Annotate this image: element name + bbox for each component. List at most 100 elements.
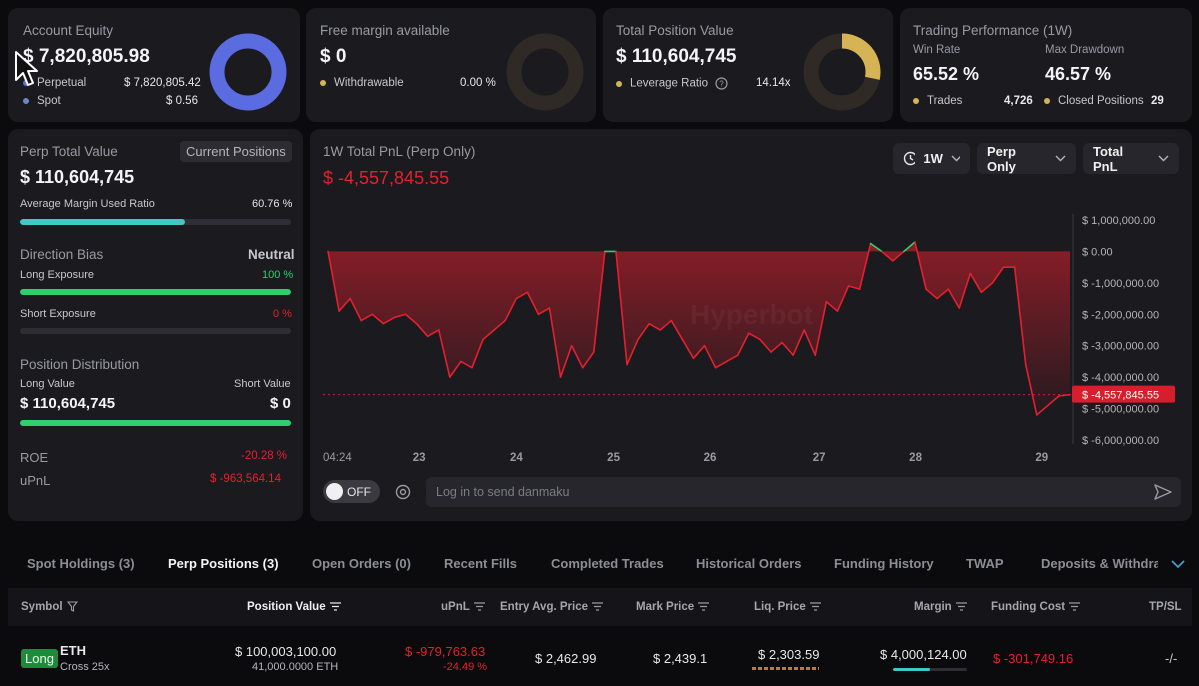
long-exposure-label: Long Exposure xyxy=(20,269,94,281)
free-margin-label: Free margin available xyxy=(320,23,450,38)
funding-cost: $ -301,749.16 xyxy=(993,651,1074,666)
pnl-line-segment xyxy=(914,241,927,290)
closed-dot-icon xyxy=(1044,97,1050,104)
pnl-line-segment xyxy=(570,344,584,369)
account-equity-label: Account Equity xyxy=(23,23,114,38)
chevron-down-icon xyxy=(1158,155,1169,162)
position-donut-chart xyxy=(803,33,881,111)
margin-ratio-value: 60.76 % xyxy=(252,198,293,210)
perp-total-value-label: Perp Total Value xyxy=(20,144,118,159)
pnl-line-segment xyxy=(803,329,817,356)
chevron-down-icon xyxy=(1055,155,1066,162)
header-upnl[interactable]: uPnL xyxy=(441,601,485,613)
send-icon[interactable] xyxy=(1153,483,1173,501)
pnl-line-segment xyxy=(537,307,551,316)
chevron-down-icon xyxy=(951,155,960,162)
tab-perp-positions[interactable]: Perp Positions (3) xyxy=(168,556,279,571)
pnl-line-segment xyxy=(360,313,374,322)
pnl-line-segment xyxy=(338,297,351,312)
sort-icon[interactable] xyxy=(809,602,821,612)
help-icon[interactable]: ? xyxy=(715,77,728,90)
y-tick-label: $ -2,000,000.00 xyxy=(1082,309,1159,321)
perpetual-dot-icon xyxy=(23,79,29,86)
long-value: $ 110,604,745 xyxy=(20,395,116,412)
pnl-line-segment xyxy=(327,250,340,312)
tab-completed-trades[interactable]: Completed Trades xyxy=(551,556,664,571)
sort-icon[interactable] xyxy=(473,602,485,612)
sort-icon[interactable] xyxy=(329,602,341,612)
pnl-line-segment xyxy=(1047,395,1060,407)
header-entry-price[interactable]: Entry Avg. Price xyxy=(500,601,603,613)
tab-open-orders[interactable]: Open Orders (0) xyxy=(312,556,411,571)
short-exposure-bar xyxy=(20,328,291,334)
metric-dropdown[interactable]: Total PnL xyxy=(1083,143,1179,174)
pnl-line-segment xyxy=(903,241,916,253)
filter-icon[interactable] xyxy=(66,601,78,613)
tab-deposits-withdrawals[interactable]: Deposits & Withdrav xyxy=(1041,556,1158,571)
sort-icon[interactable] xyxy=(698,602,710,612)
entry-price: $ 2,462.99 xyxy=(535,651,597,666)
pnl-line-segment xyxy=(581,351,595,369)
pnl-line-segment xyxy=(703,344,717,369)
perp-overview-card: Perp Total Value Current Positions $ 110… xyxy=(8,129,303,521)
upnl-value: $ -963,564.14 xyxy=(210,473,281,485)
sort-icon[interactable] xyxy=(1069,602,1081,612)
pnl-line-segment xyxy=(792,329,806,356)
metric-dropdown-label: Total PnL xyxy=(1093,143,1124,174)
leverage-dot-icon xyxy=(616,80,622,87)
pnl-line-segment xyxy=(659,319,673,331)
pnl-line-segment xyxy=(426,329,440,338)
danmaku-toggle[interactable]: OFF xyxy=(323,480,380,503)
tab-recent-fills[interactable]: Recent Fills xyxy=(444,556,517,571)
trades-label: Trades xyxy=(927,95,963,107)
y-tick-label: $ 0.00 xyxy=(1082,246,1113,258)
y-tick-label: $ -6,000,000.00 xyxy=(1082,435,1159,447)
header-symbol[interactable]: Symbol xyxy=(21,601,78,613)
pnl-area xyxy=(328,242,1070,415)
tab-spot-holdings[interactable]: Spot Holdings (3) xyxy=(27,556,135,571)
tab-funding-history[interactable]: Funding History xyxy=(834,556,934,571)
pnl-line-segment xyxy=(925,288,938,300)
sort-icon[interactable] xyxy=(592,602,603,612)
header-liq-price[interactable]: Liq. Price xyxy=(754,601,821,613)
long-exposure-value: 100 % xyxy=(262,269,294,281)
short-exposure-label: Short Exposure xyxy=(20,308,96,320)
pnl-line-segment xyxy=(648,322,662,331)
pnl-line-segment xyxy=(548,307,562,378)
direction-bias-label: Direction Bias xyxy=(20,247,104,262)
pnl-line-segment xyxy=(437,329,451,378)
tab-historical-orders[interactable]: Historical Orders xyxy=(696,556,802,571)
sort-icon[interactable] xyxy=(955,602,967,612)
scope-dropdown-label: Perp Only xyxy=(987,143,1016,174)
x-tick-label: 04:24 xyxy=(323,452,352,464)
x-tick-label: 25 xyxy=(607,452,620,464)
pnl-line-segment xyxy=(526,291,540,316)
scope-dropdown[interactable]: Perp Only xyxy=(977,143,1076,174)
leverage-label: Leverage Ratio xyxy=(630,77,708,90)
symbol[interactable]: ETH xyxy=(60,643,86,658)
x-tick-label: 29 xyxy=(1035,452,1048,464)
header-mark-price[interactable]: Mark Price xyxy=(636,601,710,613)
win-rate-label: Win Rate xyxy=(913,44,961,56)
max-drawdown-value: 46.57 % xyxy=(1045,64,1112,84)
pnl-line-segment xyxy=(1024,363,1038,416)
settings-icon[interactable] xyxy=(394,483,412,501)
header-funding-cost[interactable]: Funding Cost xyxy=(991,601,1081,613)
free-margin-donut-chart xyxy=(506,33,584,111)
y-tick-label: $ 1,000,000.00 xyxy=(1082,215,1155,227)
range-dropdown[interactable]: 1W xyxy=(893,143,970,174)
header-margin[interactable]: Margin xyxy=(914,601,967,613)
danmaku-input[interactable]: Log in to send danmaku xyxy=(426,477,1181,507)
tpsl-value: -/- xyxy=(1165,651,1178,666)
header-position-value[interactable]: Position Value xyxy=(247,601,341,613)
tab-twap[interactable]: TWAP xyxy=(966,556,1004,571)
chevron-down-icon[interactable] xyxy=(1171,560,1185,569)
position-value: $ 100,003,100.00 xyxy=(235,644,337,659)
pnl-line-segment xyxy=(947,288,961,309)
equity-donut-chart xyxy=(209,33,287,111)
current-positions-badge[interactable]: Current Positions xyxy=(180,141,292,162)
pnl-line-segment xyxy=(814,300,828,356)
total-position-card: Total Position Value $ 110,604,745 Lever… xyxy=(603,8,893,122)
danmaku-placeholder: Log in to send danmaku xyxy=(436,485,570,499)
pnl-line-segment xyxy=(626,338,639,366)
